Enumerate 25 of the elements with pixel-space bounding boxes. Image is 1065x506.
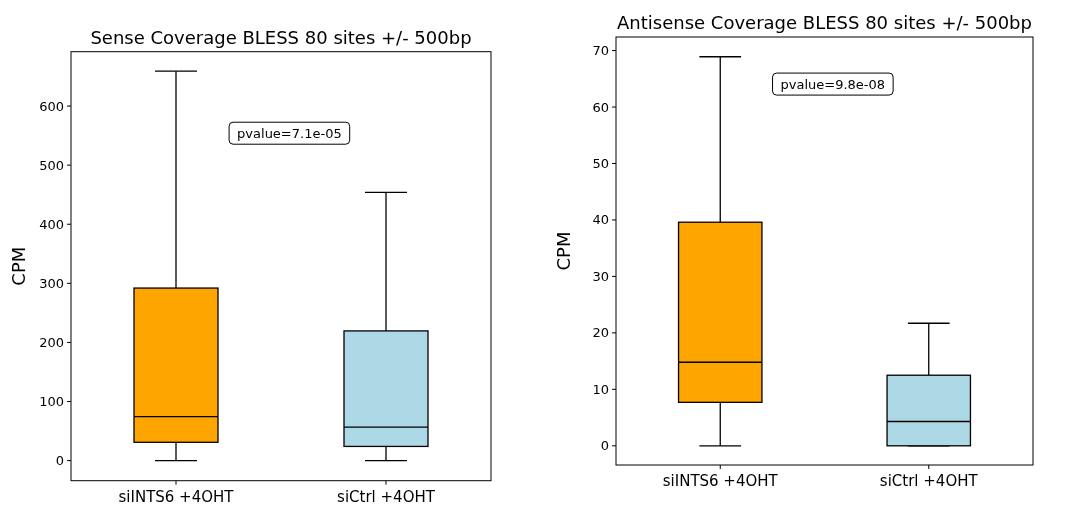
x-tick-label: siINTS6 +4OHT — [662, 472, 779, 490]
chart-title: Sense Coverage BLESS 80 sites +/- 500bp — [90, 26, 472, 48]
y-tick-label: 0 — [55, 453, 64, 469]
x-tick-label: siINTS6 +4OHT — [118, 487, 235, 506]
y-tick-label: 0 — [600, 438, 609, 454]
y-tick-label: 500 — [39, 157, 64, 173]
y-tick-label: 70 — [592, 43, 609, 59]
y-tick-label: 200 — [39, 334, 64, 350]
y-axis-title: CPM — [553, 231, 574, 271]
annotation: pvalue=9.8e-08 — [780, 76, 886, 92]
y-axis-title: CPM — [8, 246, 29, 286]
y-tick-label: 600 — [39, 98, 64, 114]
y-tick-label: 50 — [592, 156, 609, 172]
x-tick-label: siCtrl +4OHT — [337, 487, 436, 506]
y-tick-label: 100 — [39, 394, 64, 410]
chart-title: Antisense Coverage BLESS 80 sites +/- 500bp — [617, 12, 1032, 33]
y-tick-label: 300 — [39, 275, 64, 291]
y-tick-label: 30 — [592, 268, 609, 284]
x-tick-label: siCtrl +4OHT — [879, 472, 979, 490]
y-tick-label: 40 — [592, 212, 609, 228]
y-tick-label: 60 — [592, 99, 609, 115]
y-tick-label: 20 — [592, 325, 609, 341]
y-tick-label: 400 — [39, 216, 64, 232]
y-tick-label: 10 — [592, 381, 609, 397]
annotation: pvalue=7.1e-05 — [237, 125, 342, 141]
